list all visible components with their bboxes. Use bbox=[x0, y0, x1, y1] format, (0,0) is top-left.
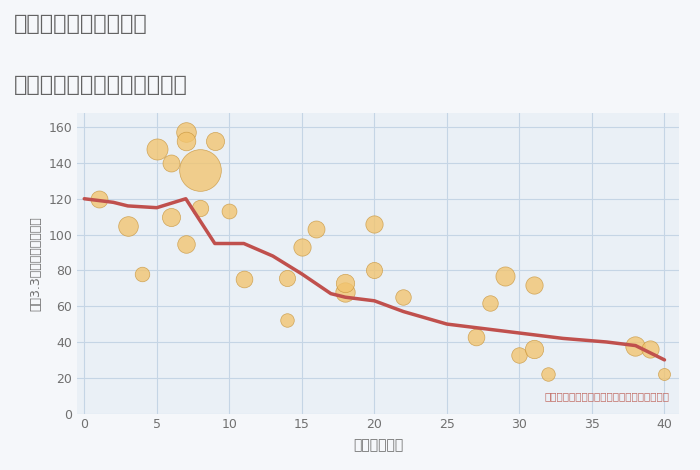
Point bbox=[224, 208, 235, 215]
Point bbox=[151, 145, 162, 152]
Text: 円の大きさは、取引のあった物件面積を示す: 円の大きさは、取引のあった物件面積を示す bbox=[545, 392, 670, 401]
Text: 大阪府八尾市太田新町: 大阪府八尾市太田新町 bbox=[14, 14, 148, 34]
Point bbox=[645, 345, 656, 353]
X-axis label: 築年数（年）: 築年数（年） bbox=[353, 439, 403, 453]
Point bbox=[659, 370, 670, 378]
Point bbox=[542, 370, 554, 378]
Point bbox=[311, 226, 322, 233]
Point bbox=[93, 195, 104, 203]
Point bbox=[296, 243, 307, 251]
Point bbox=[195, 166, 206, 174]
Point bbox=[369, 266, 380, 274]
Point bbox=[485, 299, 496, 306]
Point bbox=[528, 345, 540, 353]
Point bbox=[499, 272, 510, 280]
Point bbox=[166, 159, 177, 167]
Point bbox=[180, 138, 191, 145]
Point bbox=[528, 281, 540, 289]
Point bbox=[281, 317, 293, 324]
Point bbox=[369, 220, 380, 227]
Point bbox=[209, 138, 220, 145]
Point bbox=[122, 222, 134, 229]
Point bbox=[166, 213, 177, 220]
Point bbox=[180, 240, 191, 247]
Point bbox=[630, 342, 641, 349]
Point bbox=[340, 279, 351, 287]
Point bbox=[238, 275, 249, 283]
Y-axis label: 坪（3.3㎡）単価（万円）: 坪（3.3㎡）単価（万円） bbox=[29, 216, 43, 311]
Point bbox=[340, 288, 351, 296]
Point bbox=[398, 293, 409, 301]
Point bbox=[514, 351, 525, 358]
Point bbox=[136, 270, 148, 278]
Point bbox=[180, 129, 191, 136]
Point bbox=[195, 204, 206, 212]
Point bbox=[281, 274, 293, 281]
Point bbox=[470, 333, 482, 340]
Text: 築年数別中古マンション価格: 築年数別中古マンション価格 bbox=[14, 75, 188, 95]
